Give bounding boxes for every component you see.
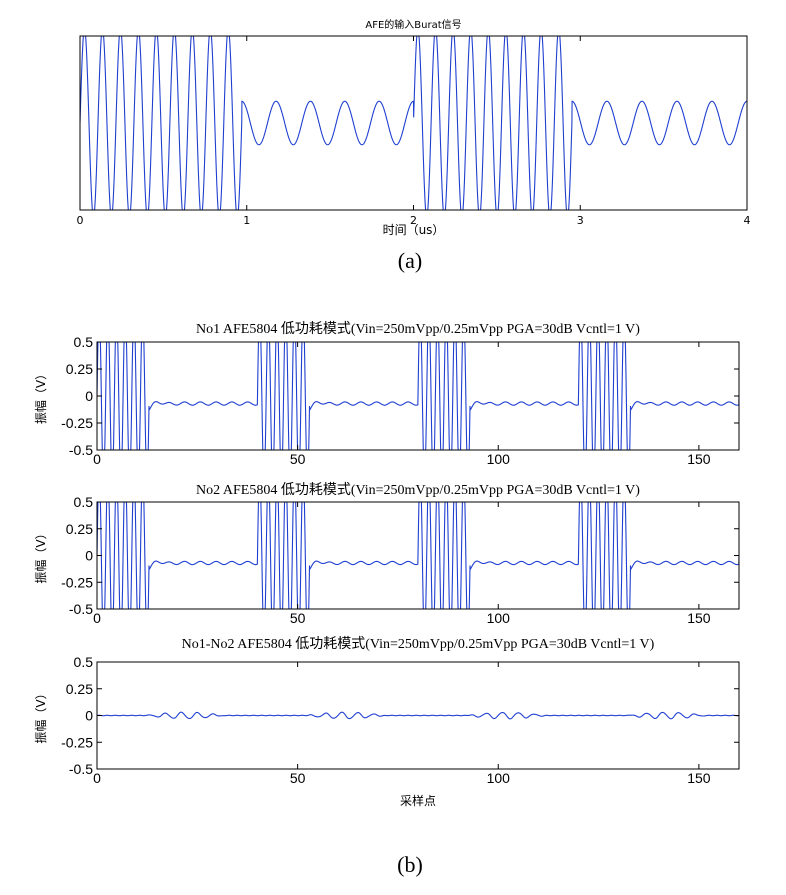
series-line	[80, 36, 747, 210]
chart-panel-4: 0 50 100 150 0.5 0.25 0 -0.25 -0.5 No1-No2 AFE580…	[33, 636, 740, 808]
chart-panel-2: 0 50 100 150 0.5 0.25 0 -0.25 -0.5 No1 AFE5804 低功…	[33, 321, 740, 467]
caption-a: (a)	[397, 248, 423, 273]
y-tick-label: 0.25	[66, 681, 93, 697]
chart-title: No2 AFE5804 低功耗模式(Vin=250mVpp/0.25mVpp P…	[196, 482, 640, 498]
x-tick-label: 100	[487, 770, 511, 786]
x-tick-label: 3	[577, 214, 584, 227]
series-line	[97, 342, 739, 450]
y-tick-label: -0.5	[69, 601, 93, 617]
y-tick-label: -0.5	[69, 442, 93, 458]
series-line	[97, 711, 739, 720]
y-tick-label: -0.5	[69, 761, 93, 777]
y-tick-label: -0.25	[61, 734, 93, 750]
chart-title: AFE的输入Burat信号	[365, 18, 461, 31]
x-tick-label: 50	[290, 770, 306, 786]
y-tick-label: 0.5	[74, 494, 94, 510]
chart-title: No1-No2 AFE5804 低功耗模式(Vin=250mVpp/0.25mV…	[182, 636, 655, 652]
x-tick-label: 0	[93, 451, 101, 467]
y-axis-label: 振幅（V）	[33, 368, 48, 424]
x-tick-label: 100	[487, 451, 511, 467]
x-tick-label: 150	[687, 610, 711, 626]
caption-b: (b)	[397, 852, 423, 877]
y-axis-label: 振幅（V）	[33, 687, 48, 743]
x-tick-label: 1	[243, 214, 250, 227]
y-tick-label: 0	[85, 548, 93, 564]
plot-frame	[79, 35, 748, 211]
x-tick-label: 0	[77, 214, 84, 227]
y-axis-label: 振幅（V）	[33, 527, 48, 583]
x-tick-label: 150	[687, 770, 711, 786]
y-tick-label: -0.25	[61, 574, 93, 590]
y-tick-label: 0.25	[66, 521, 93, 537]
y-tick-label: 0.5	[74, 654, 94, 670]
series-line	[97, 502, 739, 609]
chart-title: No1 AFE5804 低功耗模式(Vin=250mVpp/0.25mVpp P…	[196, 321, 640, 337]
x-tick-label: 2	[410, 214, 417, 227]
chart-panel-3: 0 50 100 150 0.5 0.25 0 -0.25 -0.5 No2 AFE5804 低功…	[33, 482, 740, 626]
x-tick-label: 100	[487, 610, 511, 626]
x-tick-label: 0	[93, 770, 101, 786]
x-tick-label: 50	[290, 451, 306, 467]
y-tick-label: 0.5	[74, 334, 94, 350]
y-tick-label: 0	[85, 388, 93, 404]
x-tick-label: 150	[687, 451, 711, 467]
x-axis-label: 采样点	[400, 793, 436, 808]
y-tick-label: 0.25	[66, 361, 93, 377]
x-axis-label: 时间（us）	[383, 223, 445, 237]
y-tick-label: -0.25	[61, 415, 93, 431]
x-tick-label: 4	[744, 214, 751, 227]
y-tick-label: 0	[85, 708, 93, 724]
x-tick-label: 0	[93, 610, 101, 626]
x-tick-label: 50	[290, 610, 306, 626]
